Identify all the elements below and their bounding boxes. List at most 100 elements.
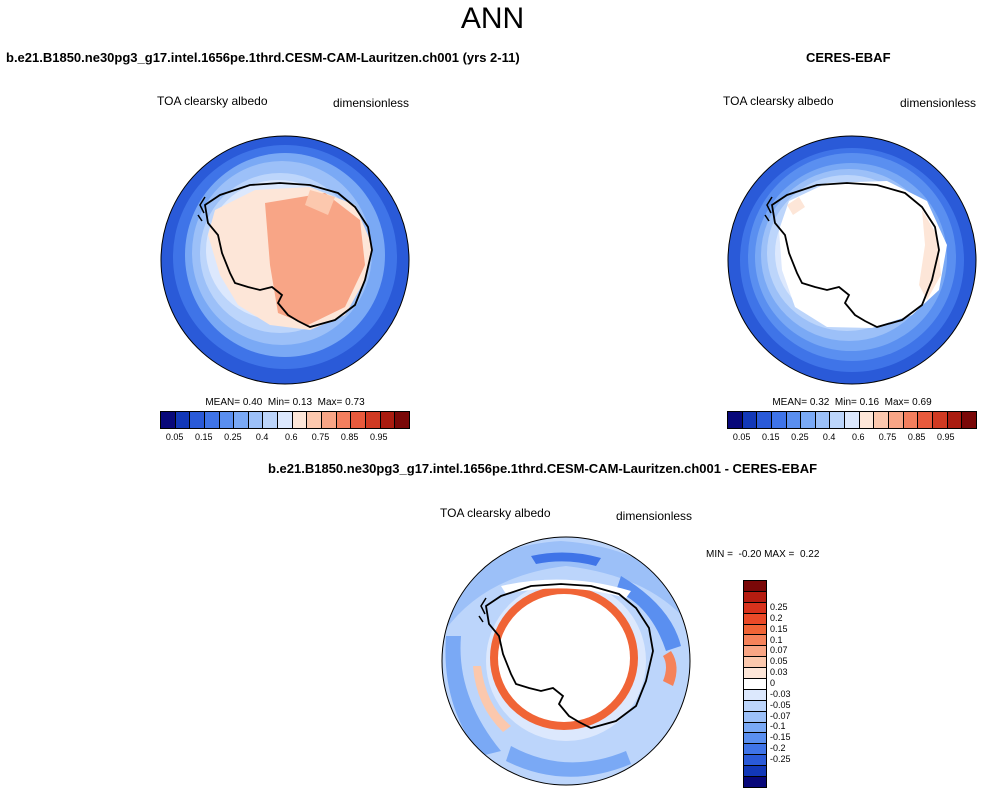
colorbar-tick-label: 0.25: [770, 602, 788, 613]
colorbar-box: [962, 412, 976, 428]
right-variable-label: TOA clearsky albedo: [723, 94, 834, 108]
colorbar-tick-label: 0.85: [340, 432, 359, 442]
diff-polar-map: [441, 536, 691, 786]
colorbar-tick-label: 0.4: [822, 432, 836, 442]
colorbar-box: [744, 635, 766, 647]
left-units-label: dimensionless: [333, 96, 410, 110]
colorbar-tick-label: 0.85: [907, 432, 926, 442]
colorbar-tick-label: 0.15: [194, 432, 213, 442]
right-mean-value: 0.32: [809, 397, 830, 408]
colorbar-box: [859, 412, 875, 428]
colorbar-box: [801, 412, 816, 428]
colorbar-tick-label: -0.03: [770, 688, 791, 699]
diff-max-label: MAX =: [764, 549, 795, 560]
right-mean-label: MEAN=: [772, 397, 808, 408]
colorbar-box: [263, 412, 279, 428]
colorbar-tick-label: 0.6: [852, 432, 865, 442]
colorbar-tick-label: -0.15: [770, 732, 791, 743]
diff-max-value: 0.22: [799, 549, 820, 560]
colorbar-box: [744, 624, 766, 636]
diff-stats: MIN = -0.20 MAX = 0.22: [706, 549, 819, 560]
colorbar-tick-label: 0.03: [770, 667, 788, 678]
colorbar-box: [351, 412, 366, 428]
colorbar-tick-label: 0.25: [791, 432, 809, 442]
left-min-value: 0.13: [292, 397, 313, 408]
colorbar-box: [742, 412, 758, 428]
colorbar-tick-label: -0.05: [770, 699, 791, 710]
colorbar-tick-label: 0.75: [878, 432, 897, 442]
colorbar-box: [365, 412, 381, 428]
colorbar-tick-label: 0.07: [770, 645, 788, 656]
right-max-label: Max=: [884, 397, 910, 408]
left-max-label: Max=: [317, 397, 343, 408]
colorbar-box: [728, 412, 743, 428]
colorbar-tick-label: 0.15: [761, 432, 780, 442]
left-polar-map: [160, 135, 410, 385]
colorbar-box: [744, 679, 766, 690]
right-colorbar: [727, 411, 977, 429]
colorbar-box: [744, 722, 766, 734]
colorbar-box: [744, 777, 766, 787]
colorbar-box: [744, 766, 766, 778]
colorbar-box: [744, 700, 766, 712]
colorbar-box: [336, 412, 352, 428]
diff-min-label: MIN =: [706, 549, 733, 560]
colorbar-box: [903, 412, 919, 428]
colorbar-box: [278, 412, 293, 428]
colorbar-box: [744, 591, 766, 603]
season-title: ANN: [460, 2, 525, 35]
colorbar-box: [947, 412, 963, 428]
colorbar-box: [380, 412, 396, 428]
diff-colorbar-ticks: 0.25 0.2 0.15 0.1 0.07 0.05 0.03 0 -0.03 -0.05 -0.…: [770, 580, 810, 786]
colorbar-box: [204, 412, 220, 428]
right-stats: MEAN= 0.32 Min= 0.16 Max= 0.69: [727, 397, 977, 408]
colorbar-box: [744, 657, 766, 669]
colorbar-tick-label: 0.05: [770, 656, 788, 667]
colorbar-box: [395, 412, 409, 428]
left-colorbar: [160, 411, 410, 429]
colorbar-box: [744, 602, 766, 614]
colorbar-box: [190, 412, 205, 428]
colorbar-tick-label: -0.2: [770, 743, 786, 754]
colorbar-box: [161, 412, 176, 428]
colorbar-box: [744, 711, 766, 723]
colorbar-tick-label: -0.07: [770, 710, 791, 721]
right-colorbar-ticks: 0.05 0.15 0.25 0.4 0.6 0.75 0.85 0.95: [727, 432, 975, 444]
right-min-label: Min=: [834, 397, 857, 408]
left-stats: MEAN= 0.40 Min= 0.13 Max= 0.73: [0, 397, 570, 408]
left-case-title: b.e21.B1850.ne30pg3_g17.intel.1656pe.1th…: [6, 50, 520, 65]
colorbar-tick-label: 0: [770, 678, 776, 688]
colorbar-tick-label: 0.95: [370, 432, 388, 442]
colorbar-tick-label: 0.2: [770, 612, 783, 623]
colorbar-box: [744, 646, 766, 658]
colorbar-box: [874, 412, 890, 428]
colorbar-box: [932, 412, 948, 428]
right-polar-map: [727, 135, 977, 385]
colorbar-box: [757, 412, 772, 428]
colorbar-box: [219, 412, 235, 428]
left-mean-value: 0.40: [242, 397, 263, 408]
colorbar-tick-label: 0.05: [732, 432, 751, 442]
colorbar-tick-label: 0.25: [224, 432, 242, 442]
colorbar-tick-label: 0.15: [770, 623, 788, 634]
colorbar-box: [771, 412, 787, 428]
colorbar-tick-label: 0.05: [165, 432, 184, 442]
right-case-title: CERES-EBAF: [806, 50, 891, 65]
diff-min-value: -0.20: [738, 549, 762, 560]
colorbar-box: [815, 412, 831, 428]
colorbar-box: [918, 412, 933, 428]
colorbar-tick-label: -0.25: [770, 753, 791, 764]
diff-colorbar: [743, 580, 767, 788]
colorbar-box: [744, 668, 766, 680]
right-max-value: 0.69: [912, 397, 932, 408]
colorbar-tick-label: 0.4: [255, 432, 269, 442]
colorbar-box: [248, 412, 264, 428]
colorbar-tick-label: 0.1: [770, 634, 783, 645]
colorbar-box: [845, 412, 860, 428]
left-variable-label: TOA clearsky albedo: [157, 94, 268, 108]
colorbar-tick-label: 0.75: [311, 432, 330, 442]
diff-units-label: dimensionless: [616, 509, 693, 523]
colorbar-box: [830, 412, 846, 428]
left-mean-label: MEAN=: [205, 397, 241, 408]
colorbar-box: [234, 412, 249, 428]
